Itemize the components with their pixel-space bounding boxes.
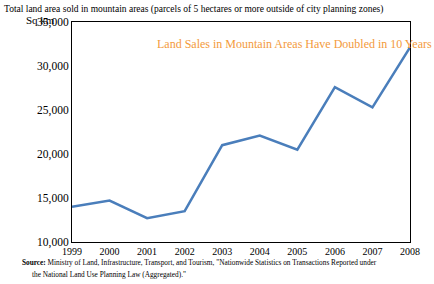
svg-text:Sq km: Sq km <box>26 14 55 26</box>
svg-text:2007: 2007 <box>362 246 382 257</box>
svg-text:Total land area sold in mounta: Total land area sold in mountain areas (… <box>4 4 383 15</box>
svg-text:2004: 2004 <box>250 246 270 257</box>
svg-text:2003: 2003 <box>212 246 232 257</box>
svg-text:2005: 2005 <box>287 246 307 257</box>
svg-text:20,000: 20,000 <box>37 148 69 161</box>
svg-text:1999: 1999 <box>62 246 82 257</box>
svg-text:2001: 2001 <box>137 246 157 257</box>
svg-text:30,000: 30,000 <box>37 60 69 73</box>
svg-text:2008: 2008 <box>400 246 420 257</box>
svg-text:35,000: 35,000 <box>37 16 69 29</box>
svg-text:2000: 2000 <box>100 246 120 257</box>
svg-text:15,000: 15,000 <box>37 192 69 205</box>
svg-text:10,000: 10,000 <box>37 236 69 249</box>
svg-text:25,000: 25,000 <box>37 104 69 117</box>
svg-text:Land Sales in Mountain Areas H: Land Sales in Mountain Areas Have Double… <box>157 37 432 51</box>
svg-text:the National Land Use Planning: the National Land Use Planning Law (Aggr… <box>32 270 186 279</box>
svg-text:Source: Ministry of Land, Infr: Source: Ministry of Land, Infrastructure… <box>22 258 377 267</box>
svg-text:2002: 2002 <box>175 246 195 257</box>
svg-text:2006: 2006 <box>325 246 345 257</box>
